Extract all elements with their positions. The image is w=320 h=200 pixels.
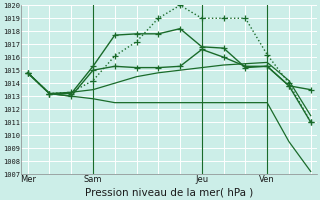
X-axis label: Pression niveau de la mer( hPa ): Pression niveau de la mer( hPa )	[85, 187, 253, 197]
